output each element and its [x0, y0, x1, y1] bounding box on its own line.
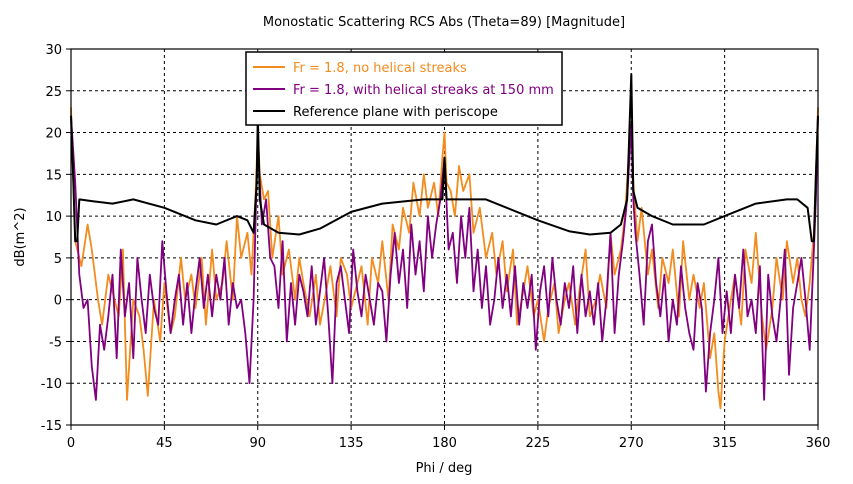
series-line-1: [70, 107, 819, 410]
x-tick-label: 225: [525, 436, 550, 451]
legend-label: Fr = 1.8, with helical streaks at 150 mm: [293, 83, 554, 98]
legend-box: [245, 51, 563, 126]
y-tick-label: 15: [45, 168, 62, 183]
x-tick-label: 315: [712, 436, 737, 451]
y-tick-label: 30: [45, 43, 62, 58]
y-tick-label: 10: [45, 210, 62, 225]
legend-label: Reference plane with periscope: [293, 105, 498, 120]
x-tick-label: 135: [339, 436, 364, 451]
x-axis-label: Phi / deg: [416, 461, 473, 476]
y-tick-label: -5: [49, 335, 62, 350]
y-tick-label: 20: [45, 127, 62, 142]
y-tick-label: 0: [54, 294, 62, 309]
series-line-3: [70, 73, 819, 243]
y-tick-label: 25: [45, 85, 62, 100]
y-tick-label: 5: [54, 252, 62, 267]
x-tick-label: 45: [156, 436, 173, 451]
x-tick-label: 90: [249, 436, 266, 451]
plot-area: [70, 73, 819, 410]
axes: 0 45 90 135 180 225 270 315 360 -15 -10 -5 0 5 10 15 20 2…: [41, 43, 831, 451]
y-tick-label: -15: [41, 419, 62, 434]
legend: Fr = 1.8, no helical streaks Fr = 1.8, wi…: [245, 51, 563, 126]
chart-title: Monostatic Scattering RCS Abs (Theta=89)…: [263, 15, 625, 30]
x-tick-label: 270: [619, 436, 644, 451]
y-axis-label: dB(m^2): [13, 207, 28, 266]
x-tick-label: 360: [806, 436, 831, 451]
y-tick-label: -10: [41, 377, 62, 392]
plot-frame: [70, 48, 819, 426]
x-tick-label: 180: [432, 436, 457, 451]
x-tick-label: 0: [67, 436, 75, 451]
legend-label: Fr = 1.8, no helical streaks: [293, 61, 467, 76]
